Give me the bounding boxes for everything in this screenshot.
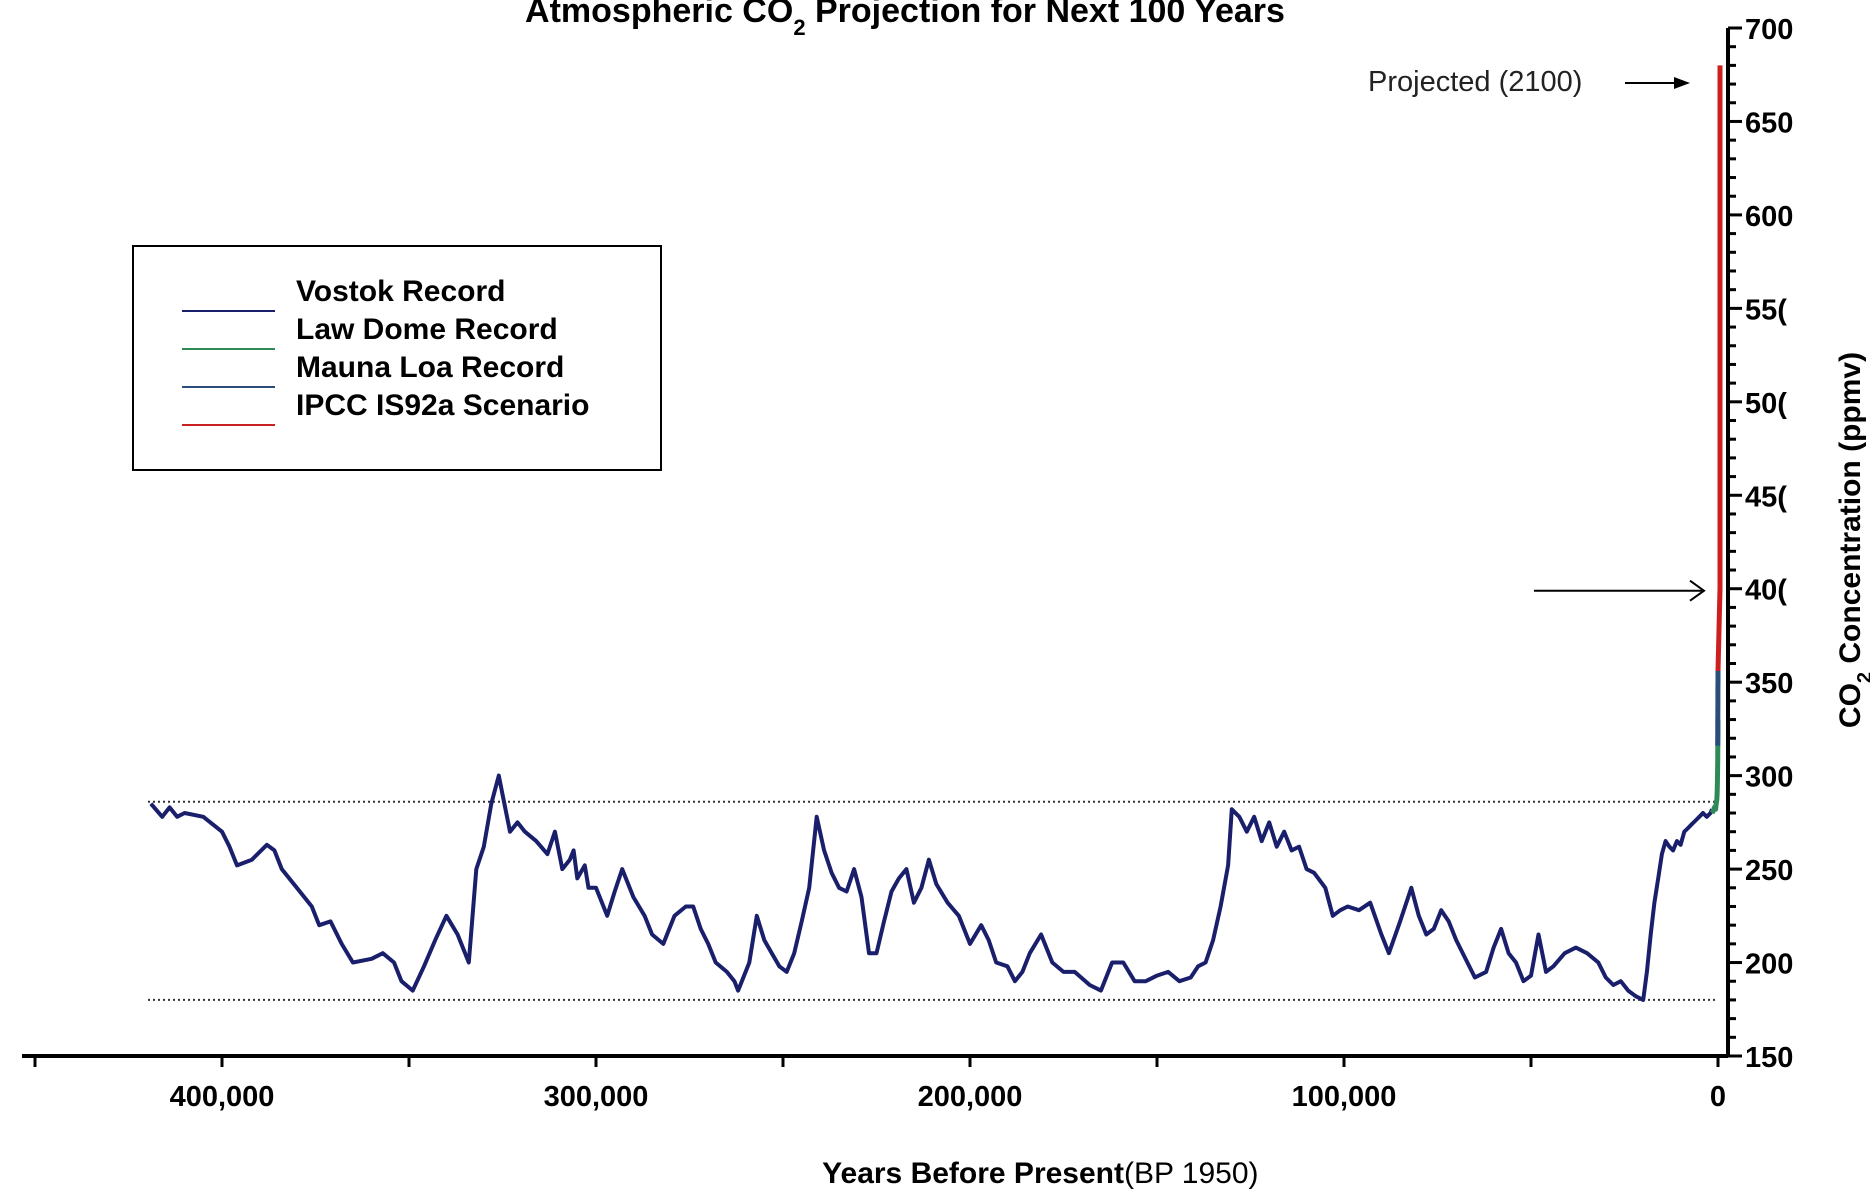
x-tick-label: 0: [1710, 1081, 1726, 1113]
x-tick-label: 400,000: [170, 1081, 275, 1113]
y-tick-label: 45(: [1745, 481, 1787, 513]
y-tick-label: 700: [1745, 14, 1793, 46]
legend-box: [132, 245, 662, 471]
x-axis-note: (BP 1950): [1124, 1157, 1259, 1189]
x-ticks: 400,000 300,000 200,000 100,000 0: [33, 1056, 1726, 1113]
arrow-head: [1674, 77, 1690, 89]
legend-items: Vostok Record Law Dome Record Mauna Loa Re…: [182, 275, 589, 426]
chart-title-subscript: 2: [793, 15, 805, 40]
y-tick-label: 200: [1745, 949, 1793, 981]
legend-label: Vostok Record: [296, 275, 506, 308]
legend-label: Mauna Loa Record: [296, 351, 564, 384]
chart-title-part: Atmospheric CO: [525, 0, 793, 30]
x-tick-label: 300,000: [544, 1081, 649, 1113]
chart-title-part: Projection for Next 100 Years: [806, 0, 1285, 30]
y-tick-label: 600: [1745, 201, 1793, 233]
legend-label: IPCC IS92a Scenario: [296, 389, 589, 422]
series-line-3: [1715, 65, 1723, 672]
series-group: [149, 65, 1723, 1002]
annotation-projected-arrow: [1625, 77, 1690, 89]
annotation-current-arrow: [1534, 579, 1706, 602]
legend: Vostok Record Law Dome Record Mauna Loa Re…: [132, 245, 662, 471]
y-tick-label: 50(: [1745, 388, 1787, 420]
y-axis-label: CO2 Concentration (ppmv): [1834, 352, 1870, 728]
y-tick-label: 40(: [1745, 575, 1787, 607]
y-tick-label: 650: [1745, 107, 1793, 139]
annotation-projected-label: Projected (2100): [1368, 66, 1582, 98]
axes: [22, 28, 1730, 1058]
y-ticks: 150 200 250 300 350 40( 45( 50( 55( 600 650 700: [1728, 14, 1793, 1074]
reference-lines: [148, 800, 1718, 1001]
legend-label: Law Dome Record: [296, 313, 558, 346]
series-line-0: [149, 773, 1714, 1002]
y-tick-label: 250: [1745, 855, 1793, 887]
x-axis-title: Years Before Present (BP 1950): [822, 1157, 1258, 1189]
y-axis-label-part: Concentration (ppmv): [1834, 352, 1867, 672]
y-axis-label-subscript: 2: [1854, 672, 1870, 683]
y-tick-label: 350: [1745, 668, 1793, 700]
x-tick-label: 100,000: [1292, 1081, 1397, 1113]
y-axis-label-part: CO: [1834, 683, 1867, 728]
y-tick-label: 55(: [1745, 294, 1787, 326]
arrow-head: [1689, 579, 1706, 602]
y-tick-label: 300: [1745, 762, 1793, 794]
annotations: Projected (2100): [1368, 66, 1706, 602]
chart-title: Atmospheric CO2 Projection for Next 100 …: [525, 0, 1285, 40]
x-tick-label: 200,000: [918, 1081, 1023, 1113]
y-tick-label: 150: [1745, 1042, 1793, 1074]
x-axis-label: Years Before Present: [822, 1157, 1124, 1189]
